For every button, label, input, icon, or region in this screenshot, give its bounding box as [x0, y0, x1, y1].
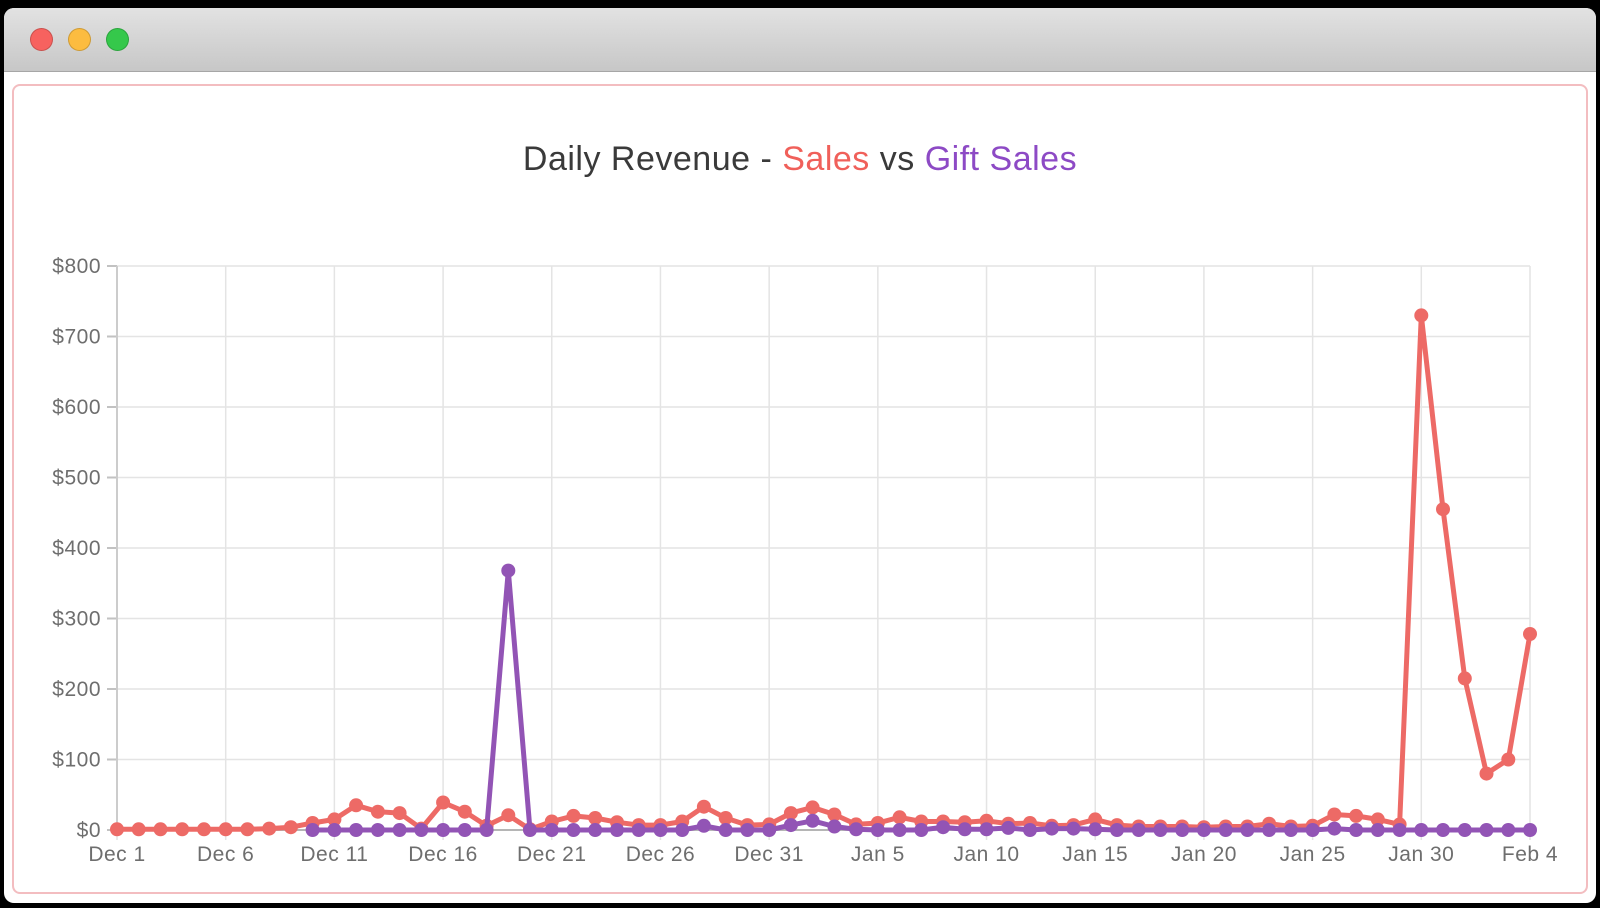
close-button[interactable] — [30, 28, 53, 51]
chart-title-vs: vs — [869, 140, 925, 178]
chart-card: Daily Revenue - Sales vs Gift Sales — [12, 84, 1588, 894]
chart-title: Daily Revenue - Sales vs Gift Sales — [14, 86, 1586, 179]
chart-title-sales-legend: Sales — [782, 140, 870, 178]
window-titlebar — [4, 8, 1596, 72]
minimize-button[interactable] — [68, 28, 91, 51]
zoom-button[interactable] — [106, 28, 129, 51]
chart-title-prefix: Daily Revenue - — [522, 140, 783, 178]
app-window: Daily Revenue - Sales vs Gift Sales — [4, 8, 1596, 903]
chart-title-gift-legend: Gift Sales — [924, 140, 1078, 178]
